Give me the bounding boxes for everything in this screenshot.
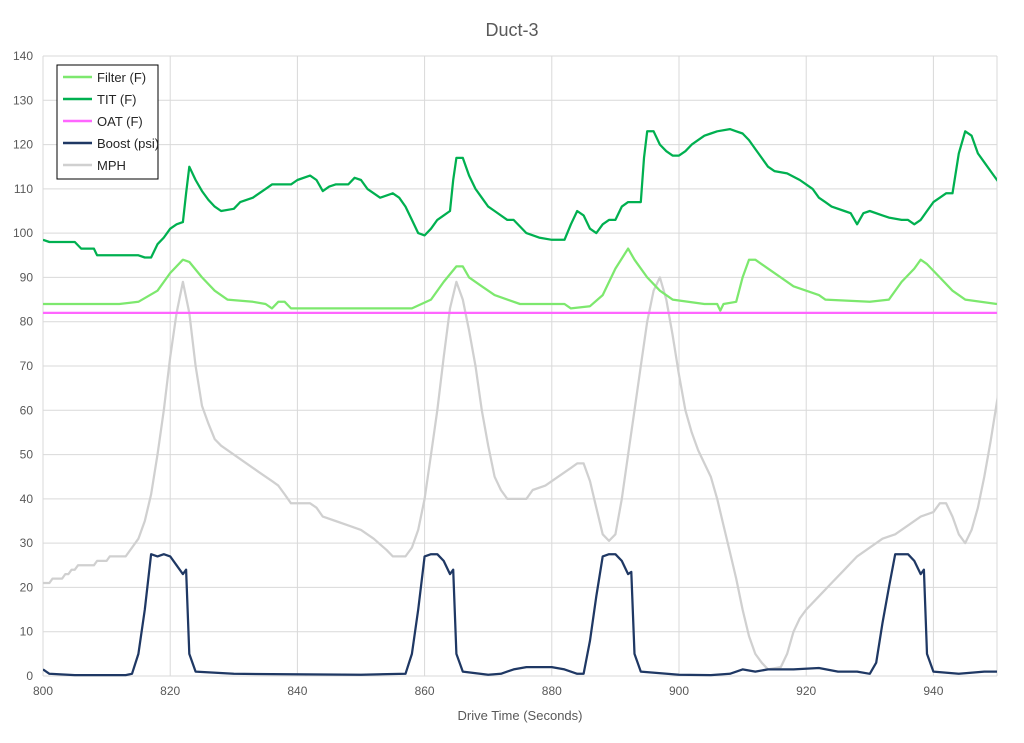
series-lines <box>43 127 997 677</box>
x-tick-label: 940 <box>923 684 943 698</box>
series-line-mph <box>43 276 997 671</box>
y-tick-label: 50 <box>20 448 34 462</box>
x-tick-label: 840 <box>287 684 307 698</box>
x-tick-label: 880 <box>542 684 562 698</box>
legend: Filter (F) TIT (F) OAT (F) Boost (psi) MPH <box>56 64 159 180</box>
series-line-filter-f <box>43 247 997 312</box>
series-line-tit-f <box>43 127 997 259</box>
y-tick-label: 110 <box>14 182 33 196</box>
x-tick-label: 920 <box>796 684 816 698</box>
legend-label: OAT (F) <box>97 114 143 129</box>
y-tick-label: 0 <box>26 669 33 683</box>
tick-labels: 0 10 20 30 40 50 60 70 80 90 100 110 120 130 140 800 820… <box>13 49 944 698</box>
y-tick-label: 70 <box>20 359 34 373</box>
x-tick-label: 860 <box>415 684 435 698</box>
legend-label: Boost (psi) <box>97 136 159 151</box>
y-tick-label: 100 <box>13 226 33 240</box>
y-tick-label: 20 <box>20 580 34 594</box>
y-tick-label: 10 <box>20 625 34 639</box>
y-tick-label: 30 <box>20 536 34 550</box>
y-tick-label: 60 <box>20 403 34 417</box>
chart-title: Duct-3 <box>485 20 538 40</box>
y-tick-label: 120 <box>13 138 33 152</box>
legend-label: Filter (F) <box>97 70 146 85</box>
x-tick-label: 820 <box>160 684 180 698</box>
y-tick-label: 130 <box>13 93 33 107</box>
y-tick-label: 80 <box>20 315 34 329</box>
x-tick-label: 900 <box>669 684 689 698</box>
y-tick-label: 140 <box>13 49 33 63</box>
y-tick-label: 90 <box>20 270 34 284</box>
legend-label: MPH <box>97 158 126 173</box>
x-tick-label: 800 <box>33 684 53 698</box>
gridlines <box>42 55 998 677</box>
series-line-boost-psi <box>43 553 997 677</box>
legend-label: TIT (F) <box>97 92 136 107</box>
y-tick-label: 40 <box>20 492 34 506</box>
x-axis-label: Drive Time (Seconds) <box>458 708 583 723</box>
